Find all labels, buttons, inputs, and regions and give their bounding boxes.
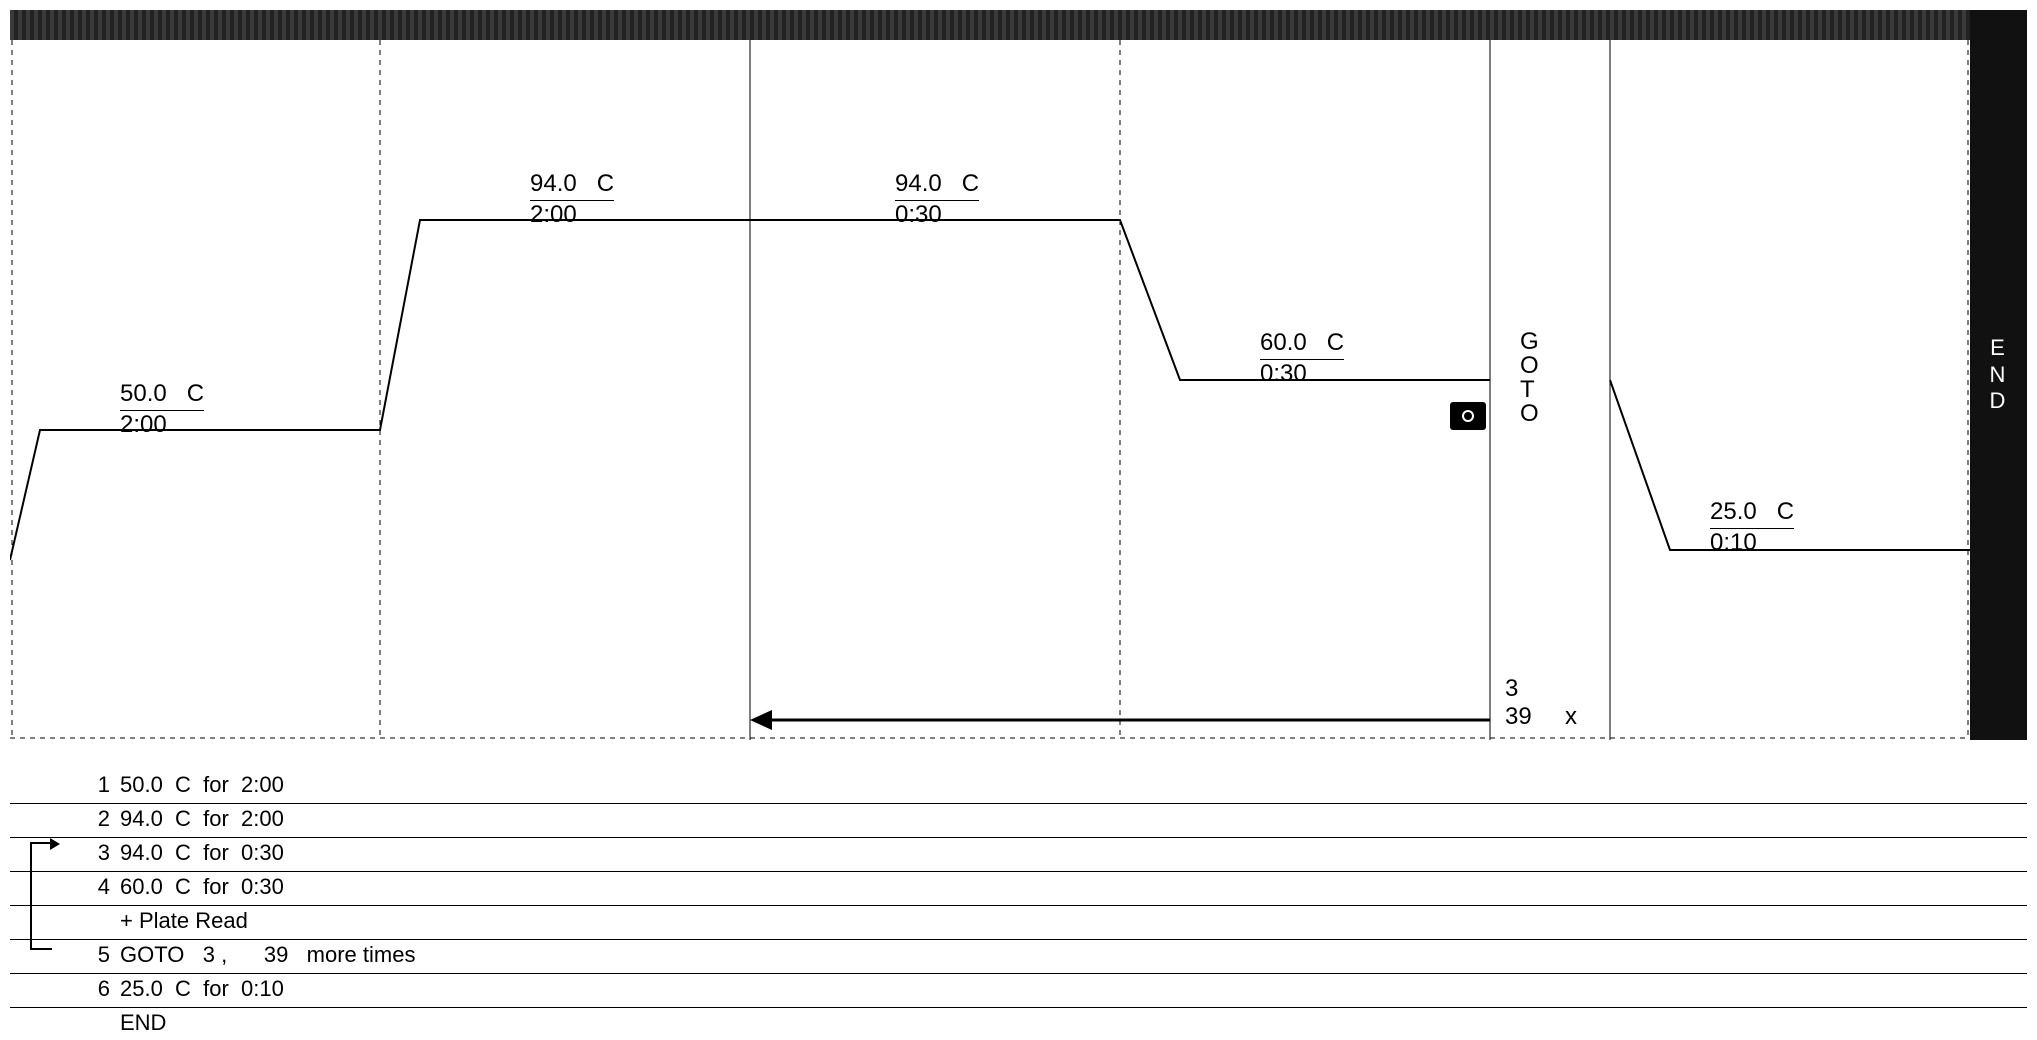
end-label-d: D	[1990, 388, 2008, 414]
protocol-row[interactable]: + Plate Read	[10, 906, 2027, 940]
end-label-e: E	[1990, 335, 2007, 361]
chart-header-bar	[10, 10, 1970, 40]
goto-values: 3 39 x	[1505, 675, 1577, 731]
segment-6-label: 25.0 C 0:10	[1710, 498, 1794, 558]
end-label-n: N	[1990, 362, 2008, 388]
goto-label: G O T O	[1520, 330, 1539, 426]
protocol-row[interactable]: END	[10, 1008, 2027, 1040]
pcr-protocol-window: E N D 50.0 C 2:00 94.0	[0, 0, 2037, 1040]
temperature-profile-chart: E N D 50.0 C 2:00 94.0	[10, 10, 2027, 730]
protocol-row[interactable]: 3 94.0 C for 0:30	[10, 838, 2027, 872]
segment-2-label: 94.0 C 2:00	[530, 170, 614, 230]
profile-svg	[10, 40, 1970, 740]
protocol-row[interactable]: 6 25.0 C for 0:10	[10, 974, 2027, 1008]
segment-4-label: 60.0 C 0:30	[1260, 329, 1344, 389]
protocol-row[interactable]: 4 60.0 C for 0:30	[10, 872, 2027, 906]
loop-arrow-icon	[50, 838, 60, 850]
end-column: E N D	[1970, 10, 2027, 740]
protocol-step-list: 1 50.0 C for 2:00 2 94.0 C for 2:00 3 94…	[10, 770, 2027, 1040]
protocol-row[interactable]: 2 94.0 C for 2:00	[10, 804, 2027, 838]
loop-bracket	[30, 842, 60, 950]
protocol-row[interactable]: 5 GOTO 3 , 39 more times	[10, 940, 2027, 974]
plate-read-icon	[1450, 402, 1486, 430]
segment-1-label: 50.0 C 2:00	[120, 380, 204, 440]
segment-3-label: 94.0 C 0:30	[895, 170, 979, 230]
protocol-row[interactable]: 1 50.0 C for 2:00	[10, 770, 2027, 804]
